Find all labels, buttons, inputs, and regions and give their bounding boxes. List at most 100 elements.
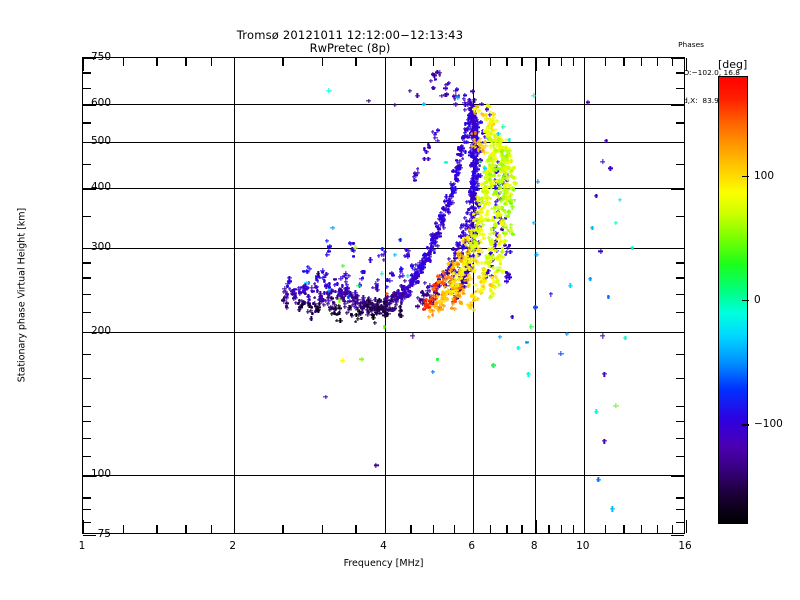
data-point [467, 228, 470, 231]
data-point [502, 192, 507, 197]
data-point [437, 283, 442, 288]
data-point [489, 169, 493, 173]
data-point [362, 300, 366, 304]
data-point [430, 236, 435, 241]
data-point [442, 216, 446, 220]
data-point [399, 314, 403, 318]
data-point [480, 143, 485, 148]
data-point [492, 132, 497, 137]
data-point [350, 293, 354, 297]
data-point [488, 165, 491, 168]
data-point [428, 303, 432, 307]
data-point [453, 263, 456, 266]
data-point [417, 260, 422, 265]
data-point [491, 152, 494, 155]
data-point [369, 307, 373, 311]
data-point [333, 307, 338, 312]
data-point [504, 239, 508, 243]
data-point [312, 301, 317, 306]
data-point [500, 227, 504, 231]
data-point [496, 215, 500, 219]
data-point [469, 107, 472, 110]
data-point [507, 152, 512, 157]
data-point [377, 306, 380, 309]
axis-tick [83, 72, 91, 74]
data-point [457, 277, 461, 281]
data-point [415, 304, 420, 309]
axis-tick [676, 521, 684, 524]
data-point [431, 285, 435, 289]
data-point [492, 150, 497, 155]
data-point [481, 189, 485, 193]
data-point [503, 223, 508, 228]
data-point [490, 227, 493, 230]
y-axis-title: Stationary phase Virtual Height [km] [16, 207, 28, 383]
data-point [325, 252, 330, 257]
data-point [596, 477, 601, 482]
axis-tick [83, 277, 91, 279]
data-point [459, 269, 463, 273]
data-point [454, 168, 458, 172]
data-point [464, 260, 468, 264]
data-point [468, 123, 472, 127]
data-point [458, 234, 462, 238]
data-point [465, 257, 469, 261]
data-point [414, 281, 418, 285]
axis-tick [548, 58, 550, 66]
data-point [468, 230, 472, 234]
axis-tick [686, 520, 688, 533]
data-point [436, 128, 440, 132]
data-point [328, 308, 332, 312]
data-point [488, 231, 493, 236]
data-point [454, 177, 458, 181]
data-point [443, 290, 448, 295]
data-point [343, 271, 348, 276]
data-point [385, 312, 389, 316]
data-point [415, 280, 419, 284]
data-point [466, 261, 470, 265]
data-point [459, 153, 463, 157]
data-point [474, 241, 478, 245]
data-point [499, 220, 504, 225]
data-point [427, 283, 432, 288]
data-point [456, 292, 460, 296]
data-point [423, 252, 428, 257]
y-axis-tick-label: 750 [90, 51, 111, 63]
data-point [390, 300, 394, 304]
data-point [347, 294, 351, 298]
plot-data-area [83, 58, 684, 533]
data-point [456, 161, 460, 165]
data-point [484, 113, 488, 117]
data-point [479, 290, 483, 294]
data-point [501, 179, 504, 182]
data-point [499, 240, 504, 245]
data-point [457, 168, 461, 172]
data-point [462, 97, 466, 101]
data-point [400, 301, 403, 304]
data-point [449, 193, 453, 197]
data-point [408, 283, 412, 287]
data-point [309, 285, 314, 290]
data-point [311, 290, 315, 294]
data-point [504, 147, 508, 151]
data-point [445, 204, 449, 208]
data-point [399, 270, 403, 274]
data-point [451, 302, 454, 305]
data-point [424, 298, 429, 303]
data-point [526, 372, 531, 377]
data-point [428, 259, 432, 263]
data-point [366, 311, 370, 315]
data-point [483, 192, 487, 196]
data-point [410, 280, 414, 284]
data-point [428, 309, 433, 314]
data-point [463, 275, 466, 278]
data-point [377, 307, 381, 311]
data-point [358, 283, 363, 288]
data-point [452, 94, 456, 98]
data-point [500, 218, 504, 222]
data-point [483, 267, 488, 272]
data-point [431, 232, 436, 237]
data-point [428, 300, 431, 303]
data-point [314, 310, 318, 314]
data-point [488, 117, 492, 121]
